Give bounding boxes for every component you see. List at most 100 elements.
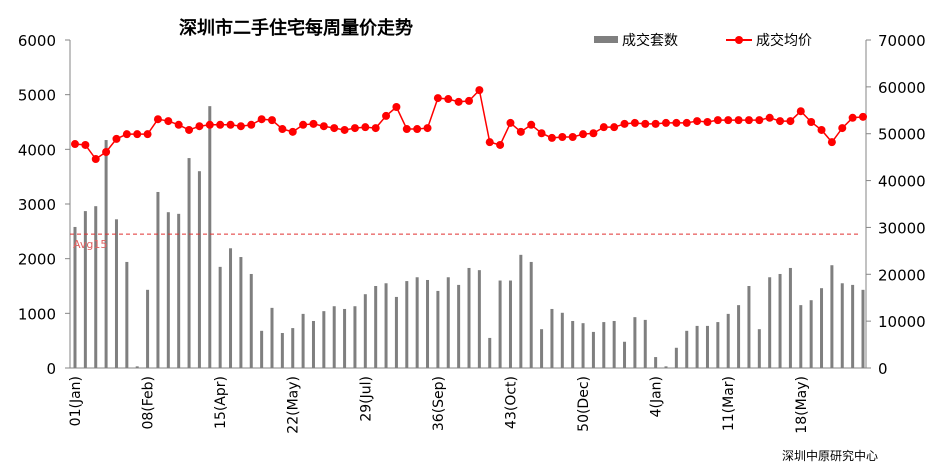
- price-point: [91, 155, 100, 164]
- x-tick-label: 01(Jan): [68, 376, 84, 426]
- price-point: [247, 120, 256, 129]
- price-point: [371, 124, 380, 133]
- price-point: [299, 120, 308, 129]
- bar: [477, 270, 481, 368]
- price-point: [278, 125, 287, 134]
- price-point: [330, 124, 339, 133]
- bar: [529, 261, 533, 368]
- chart-title: 深圳市二手住宅每周量价走势: [179, 17, 413, 39]
- bar: [436, 290, 440, 368]
- price-point: [143, 130, 152, 139]
- bar: [260, 330, 264, 368]
- price-point: [547, 133, 556, 142]
- bar: [851, 284, 855, 368]
- bar: [239, 257, 243, 368]
- left-tick-label: 6000: [18, 32, 56, 50]
- bar: [498, 280, 502, 368]
- bar: [83, 211, 87, 368]
- bar: [488, 337, 492, 368]
- price-point: [610, 123, 619, 132]
- left-tick-label: 1000: [18, 305, 56, 323]
- bar: [643, 319, 647, 368]
- bar: [229, 248, 233, 368]
- price-point: [713, 116, 722, 125]
- price-point: [71, 140, 79, 149]
- bar: [861, 289, 865, 368]
- x-tick-label: 36(Sep): [431, 376, 447, 431]
- price-point: [651, 119, 660, 128]
- legend-bar-label: 成交套数: [622, 32, 678, 49]
- x-tick-label: 43(Oct): [503, 376, 519, 429]
- bar: [353, 306, 357, 368]
- bar: [674, 347, 678, 368]
- price-point: [226, 120, 235, 129]
- price-point: [392, 103, 401, 112]
- price-point: [288, 127, 297, 136]
- bar: [778, 273, 782, 368]
- bar: [768, 277, 772, 368]
- bar: [249, 273, 253, 368]
- price-point: [309, 119, 318, 128]
- source-label: 深圳中原研究中心: [782, 448, 878, 463]
- price-point: [807, 118, 816, 126]
- bar: [363, 294, 367, 368]
- price-point: [112, 134, 121, 143]
- bar: [519, 254, 523, 368]
- x-tick-label: 50(Dec): [576, 376, 592, 432]
- price-point: [102, 147, 111, 156]
- price-point: [475, 86, 484, 95]
- price-point: [465, 96, 473, 105]
- bar: [125, 261, 129, 368]
- price-point: [236, 122, 245, 131]
- price-point: [133, 130, 142, 139]
- bar: [187, 158, 191, 368]
- price-point: [257, 115, 266, 124]
- bar: [737, 305, 741, 368]
- bar-series: [73, 106, 865, 368]
- bar: [633, 317, 637, 368]
- bar: [135, 366, 139, 368]
- price-point: [122, 130, 131, 139]
- bar: [830, 265, 834, 368]
- bar: [218, 266, 222, 368]
- bar: [560, 312, 564, 368]
- right-tick-label: 40000: [878, 173, 926, 191]
- price-point: [838, 124, 847, 133]
- price-point: [589, 129, 598, 138]
- price-point: [693, 117, 702, 126]
- x-tick-label: 11(Mar): [721, 376, 737, 431]
- price-point: [527, 120, 536, 129]
- bar: [166, 212, 170, 368]
- bar: [426, 279, 430, 368]
- price-point: [620, 119, 629, 128]
- bar: [623, 341, 627, 368]
- bar: [757, 329, 761, 368]
- bar: [332, 306, 336, 368]
- price-point: [755, 116, 764, 125]
- bar: [301, 313, 305, 368]
- right-tick-label: 10000: [878, 313, 926, 331]
- price-point: [579, 130, 588, 139]
- bar: [467, 267, 471, 368]
- left-tick-label: 5000: [18, 87, 56, 105]
- bar: [705, 325, 709, 368]
- price-point: [185, 125, 194, 134]
- bar: [809, 300, 813, 368]
- bar: [540, 329, 544, 368]
- price-point: [350, 124, 359, 133]
- right-tick-label: 50000: [878, 126, 926, 144]
- x-tick-label: 08(Feb): [141, 376, 157, 430]
- price-point: [537, 129, 546, 138]
- price-point: [516, 127, 525, 136]
- bar: [343, 308, 347, 368]
- price-point: [599, 123, 608, 132]
- price-point: [568, 132, 577, 141]
- bar: [280, 333, 284, 368]
- bar: [508, 280, 512, 368]
- price-point: [433, 94, 442, 103]
- price-point: [361, 123, 370, 132]
- bar: [581, 323, 585, 368]
- left-tick-label: 4000: [18, 141, 56, 159]
- legend-line-marker: [735, 36, 743, 44]
